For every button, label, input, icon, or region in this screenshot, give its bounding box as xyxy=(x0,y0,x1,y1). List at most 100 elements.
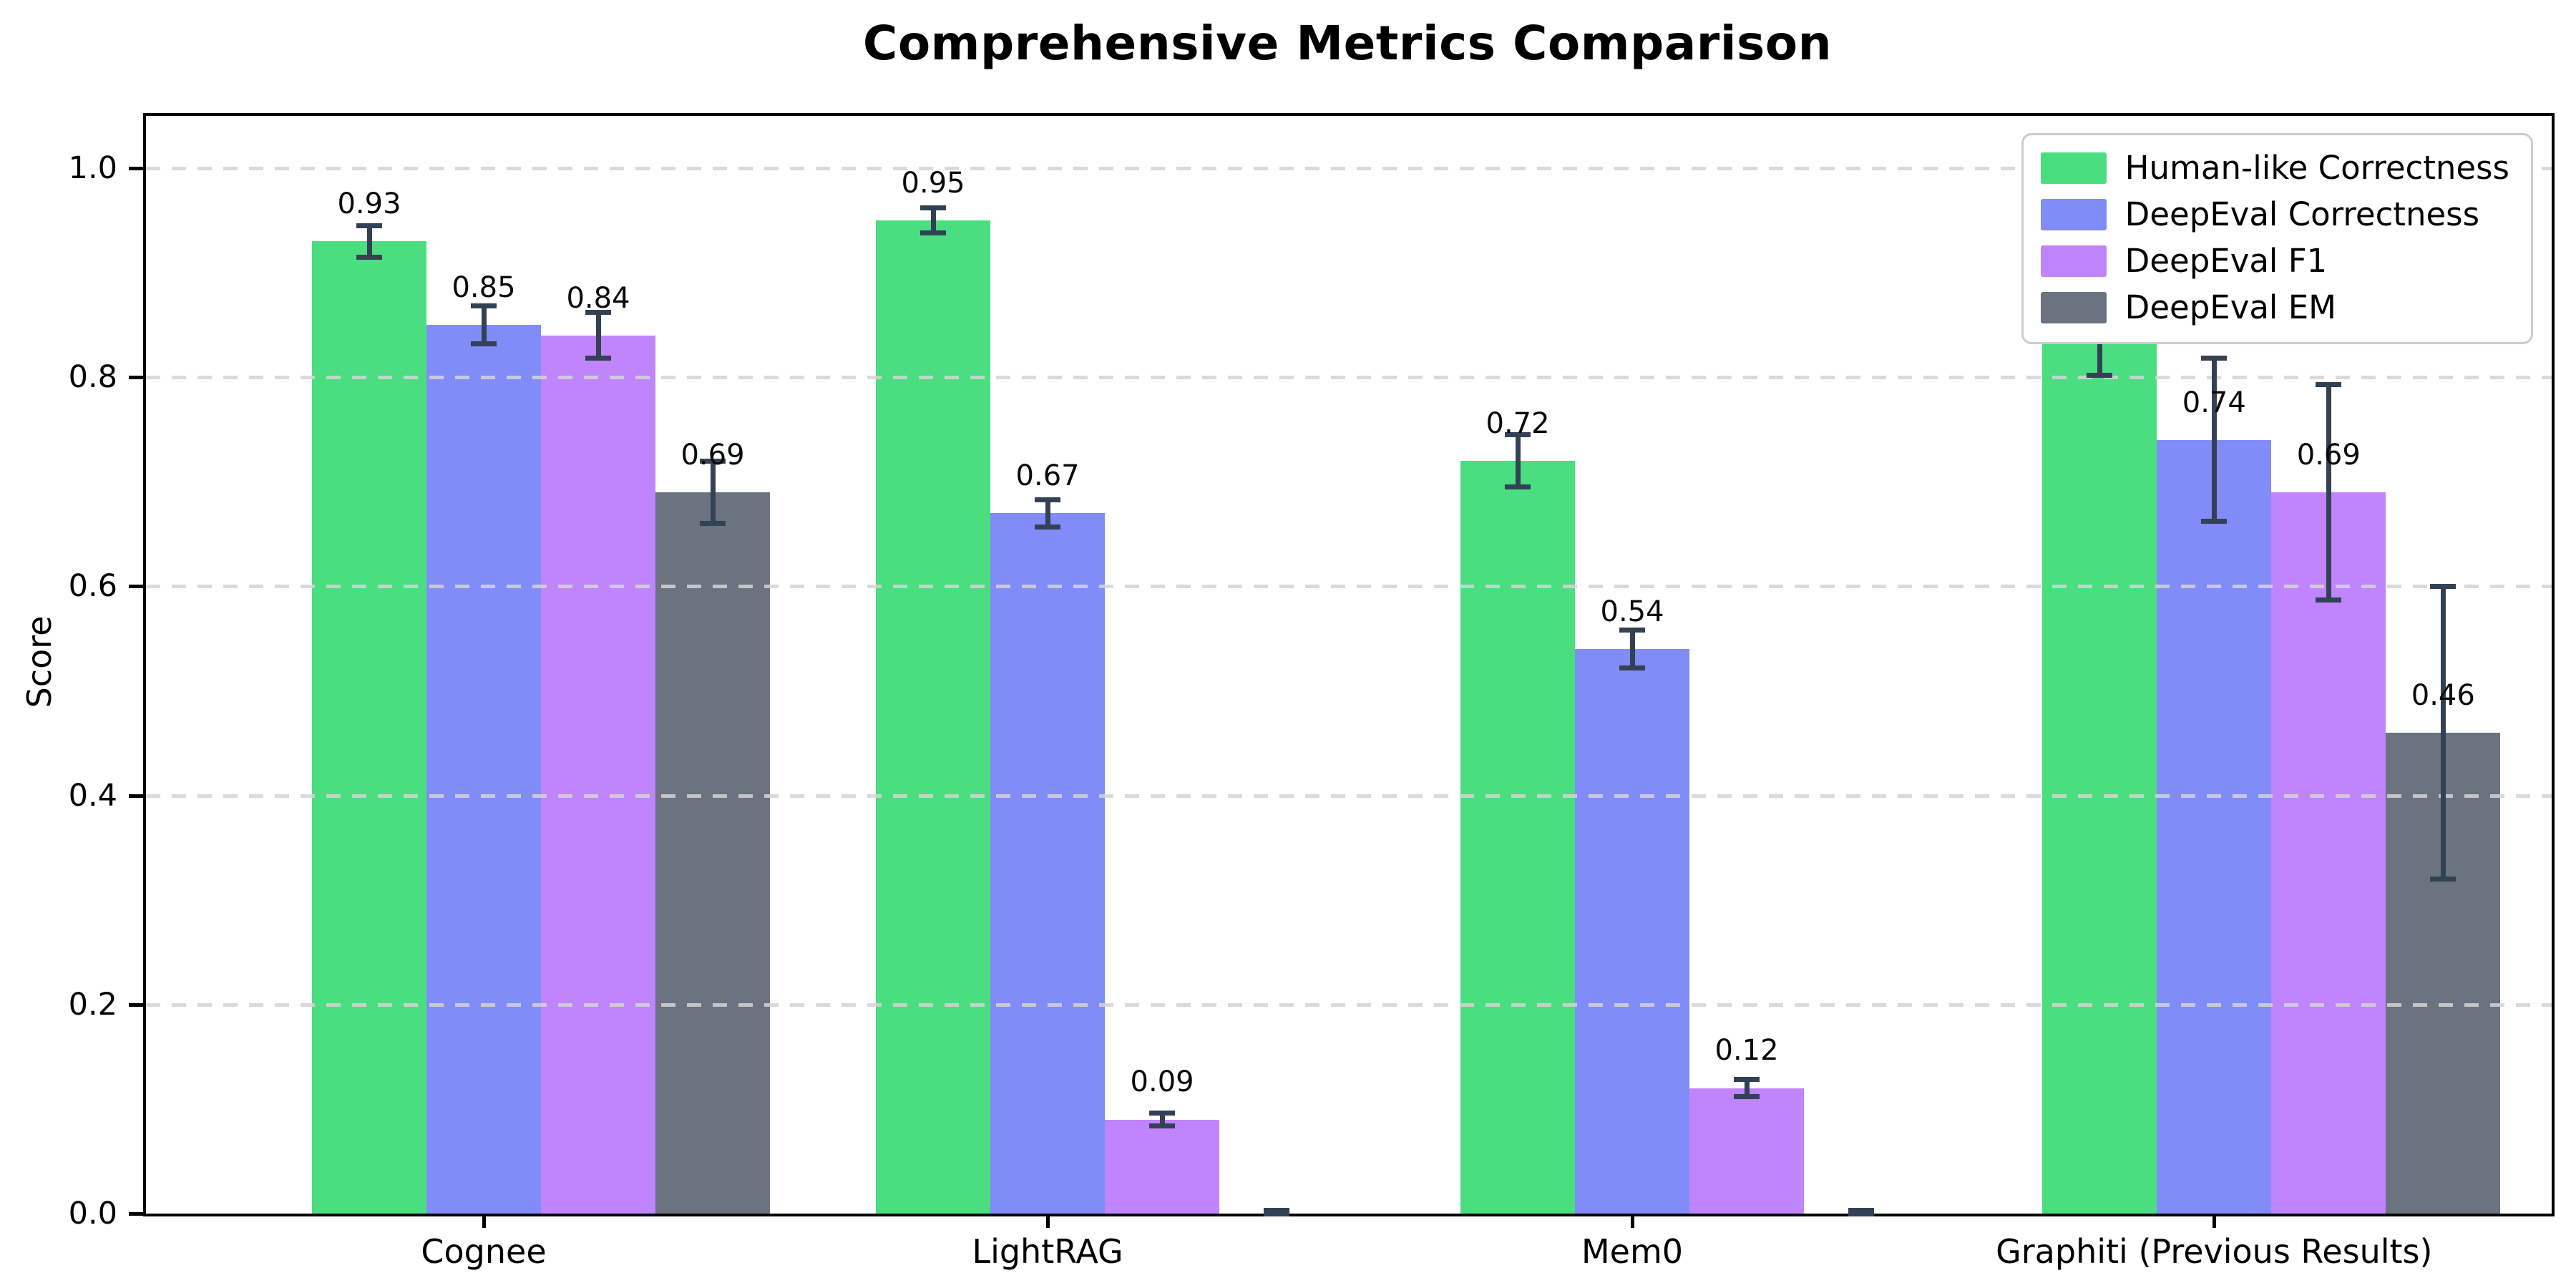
y-tick xyxy=(129,376,143,380)
x-tick xyxy=(2212,1214,2217,1228)
y-tick xyxy=(129,1212,143,1216)
error-bar xyxy=(1515,434,1521,487)
bar-deepeval-em-cognee xyxy=(655,492,771,1214)
legend-label: DeepEval F1 xyxy=(2124,242,2328,280)
x-tick-label-cognee: Cognee xyxy=(421,1232,547,1271)
gridline xyxy=(146,794,2552,798)
bar-human-like-correctness-graphiti-previous-results xyxy=(2042,293,2157,1214)
value-label: 0.69 xyxy=(2296,438,2361,472)
value-label: 0.46 xyxy=(2411,678,2475,712)
error-bar xyxy=(710,461,716,524)
value-label: 0.85 xyxy=(452,270,516,304)
error-bar-cap xyxy=(1149,1123,1176,1128)
error-bar-cap xyxy=(2201,519,2228,525)
bar-deepeval-correctness-graphiti-previous-results xyxy=(2157,439,2272,1214)
bar-human-like-correctness-lightrag xyxy=(876,220,991,1214)
y-tick xyxy=(129,794,143,798)
error-bar-cap xyxy=(1035,524,1061,530)
error-bar-cap xyxy=(471,341,497,346)
gridline xyxy=(146,376,2552,380)
y-tick-label: 0.0 xyxy=(68,1196,117,1231)
y-tick xyxy=(129,167,143,171)
error-bar-cap xyxy=(1619,665,1646,670)
error-bar-cap xyxy=(471,303,497,309)
error-bar xyxy=(2440,586,2446,879)
y-tick-label: 0.6 xyxy=(68,568,117,605)
legend-label: DeepEval EM xyxy=(2124,288,2336,326)
error-bar-cap xyxy=(356,223,383,228)
x-tick xyxy=(1046,1214,1050,1228)
value-label: 0.54 xyxy=(1600,595,1664,628)
bar-deepeval-correctness-mem0 xyxy=(1575,649,1690,1214)
error-bar-cap xyxy=(2430,583,2457,589)
gridline xyxy=(146,167,2552,171)
error-bar-cap xyxy=(356,254,383,260)
value-label: 0.67 xyxy=(1015,459,1080,492)
error-bar xyxy=(2326,384,2331,600)
bar-deepeval-f1-cognee xyxy=(541,335,656,1214)
error-bar-cap xyxy=(1848,1211,1875,1216)
y-tick-label: 1.0 xyxy=(68,150,117,187)
error-bar xyxy=(595,312,601,358)
error-bar xyxy=(930,208,936,233)
error-bar-cap xyxy=(920,230,947,236)
error-bar-cap xyxy=(585,356,612,361)
error-bar-cap xyxy=(1149,1111,1176,1116)
bar-deepeval-f1-graphiti-previous-results xyxy=(2271,492,2386,1214)
y-axis-label: Score xyxy=(20,615,59,708)
bar-human-like-correctness-mem0 xyxy=(1460,461,1576,1214)
value-label: 0.93 xyxy=(337,187,401,221)
value-label: 0.74 xyxy=(2182,386,2246,419)
error-bar xyxy=(1744,1079,1750,1097)
x-tick xyxy=(1631,1214,1635,1228)
legend-swatch-deepeval-em xyxy=(2040,292,2107,323)
error-bar-cap xyxy=(2316,597,2342,602)
error-bar-cap xyxy=(2201,356,2228,361)
chart-title: Comprehensive Metrics Comparison xyxy=(862,16,1833,71)
bar-deepeval-correctness-cognee xyxy=(426,325,542,1214)
error-bar-cap xyxy=(1264,1211,1290,1216)
value-label: 0.84 xyxy=(566,281,630,315)
error-bar-cap xyxy=(1505,484,1531,490)
gridline xyxy=(146,1002,2552,1007)
y-tick-label: 0.4 xyxy=(68,777,117,814)
plot-area: Human-like Correctness DeepEval Correctne… xyxy=(69,113,2555,1271)
legend-label: DeepEval Correctness xyxy=(2124,195,2480,233)
error-bar-cap xyxy=(2316,381,2342,387)
gridline xyxy=(146,585,2552,589)
error-bar-cap xyxy=(700,458,726,464)
x-tick-label-graphiti-previous-results: Graphiti (Previous Results) xyxy=(1996,1232,2433,1271)
error-bar-cap xyxy=(1734,1077,1760,1083)
error-bar-cap xyxy=(1848,1208,1875,1214)
x-tick xyxy=(482,1214,487,1228)
y-tick xyxy=(129,1002,143,1007)
error-bar xyxy=(481,306,487,344)
error-bar-cap xyxy=(1734,1093,1760,1099)
error-bar-cap xyxy=(2087,372,2113,378)
bar-deepeval-correctness-lightrag xyxy=(990,513,1106,1214)
value-label: 0.09 xyxy=(1130,1065,1194,1099)
legend: Human-like Correctness DeepEval Correctne… xyxy=(2021,133,2533,344)
error-bar xyxy=(1045,499,1050,527)
error-bar xyxy=(366,225,372,258)
error-bar-cap xyxy=(1505,432,1531,438)
error-bar xyxy=(2211,358,2217,522)
error-bar-cap xyxy=(585,310,612,316)
value-label: 0.72 xyxy=(1485,406,1550,440)
legend-swatch-human-like-correctness xyxy=(2040,152,2107,184)
legend-swatch-deepeval-correctness xyxy=(2040,199,2107,230)
y-tick xyxy=(129,585,143,589)
error-bar-cap xyxy=(1035,497,1061,502)
legend-item-deepeval-f1: DeepEval F1 xyxy=(2040,242,2509,280)
bar-human-like-correctness-cognee xyxy=(312,241,427,1214)
legend-swatch-deepeval-f1 xyxy=(2040,245,2107,277)
value-label: 0.95 xyxy=(901,166,965,200)
error-bar-cap xyxy=(700,521,726,527)
y-tick-label: 0.8 xyxy=(68,359,117,396)
bar-deepeval-f1-lightrag xyxy=(1105,1119,1220,1214)
legend-item-deepeval-correctness: DeepEval Correctness xyxy=(2040,195,2509,233)
value-label: 0.12 xyxy=(1714,1034,1779,1068)
bar-deepeval-f1-mem0 xyxy=(1689,1088,1805,1214)
error-bar xyxy=(1629,630,1635,668)
